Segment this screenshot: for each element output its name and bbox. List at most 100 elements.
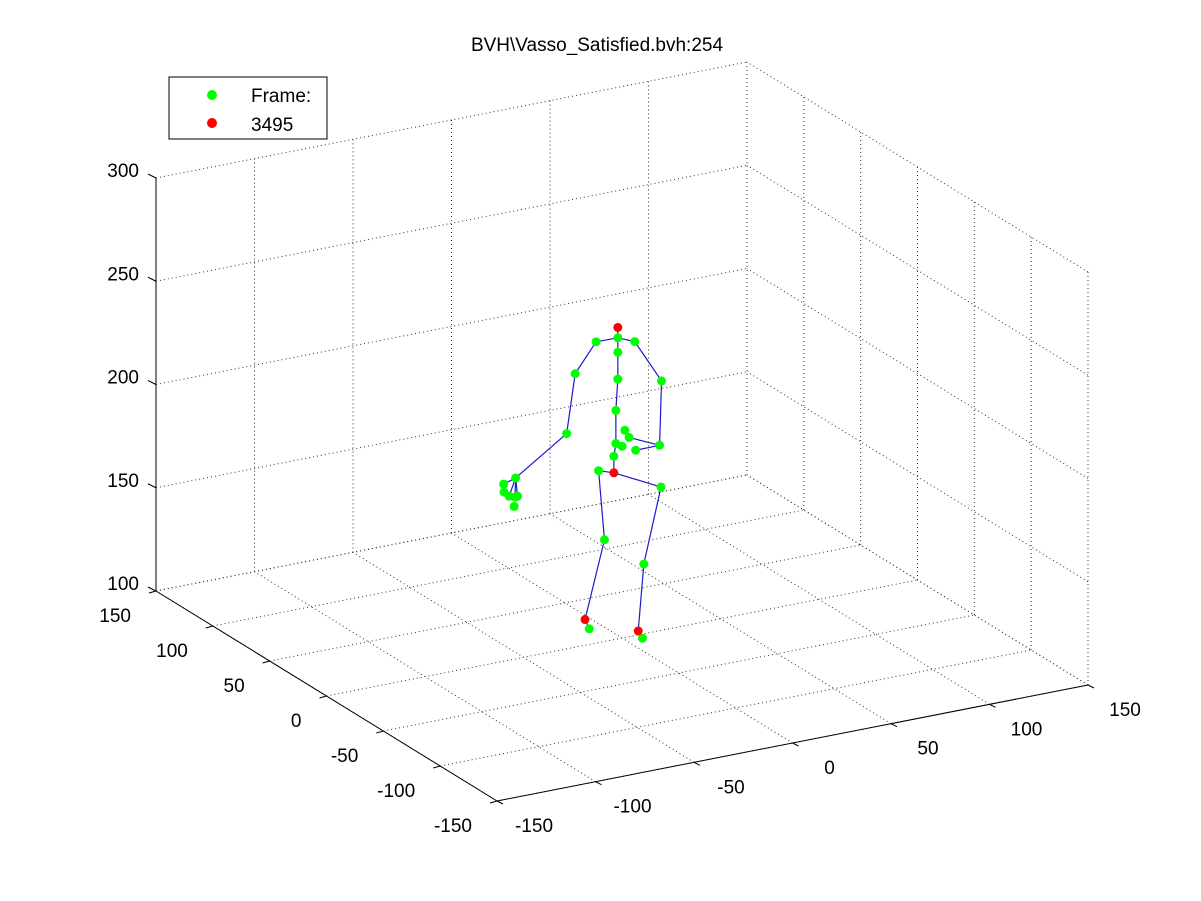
joint-point (655, 440, 665, 450)
grid-line-floor-x (549, 513, 892, 725)
axes (147, 173, 1095, 805)
y-tick-mark (148, 590, 157, 594)
joint-point (509, 501, 519, 511)
end-site-point (580, 615, 590, 625)
joint-point (656, 482, 666, 492)
skeleton-bone (634, 341, 663, 382)
z-tick-label: 300 (107, 161, 139, 182)
joint-point (630, 337, 640, 347)
x-tick-label: 50 (917, 739, 938, 760)
grid-line-floor-y (269, 544, 861, 662)
grid-line-side-z (746, 268, 1089, 479)
skeleton-bone (613, 472, 662, 488)
y-tick-label: 100 (156, 641, 188, 662)
z-tick-mark (147, 483, 157, 489)
joint-point (624, 432, 634, 442)
joint-point (591, 337, 601, 347)
chart-title: BVH\Vasso_Satisfied.bvh:254 (471, 35, 724, 56)
z-tick-label: 100 (107, 574, 139, 595)
joint-point (594, 466, 604, 476)
x-tick-mark (1087, 684, 1095, 689)
grid-line-back-z (155, 268, 748, 385)
legend-label-frame: Frame: (251, 86, 311, 107)
grid-line-back-z (155, 164, 748, 282)
y-tick-label: -50 (331, 746, 358, 767)
y-tick-label: -150 (434, 816, 472, 837)
joint-point (609, 451, 619, 461)
skeleton-bone (628, 436, 660, 446)
legend-marker-frame (207, 90, 217, 100)
joint-point (639, 559, 649, 569)
x-tick-mark (693, 761, 701, 766)
legend: Frame: 3495 (168, 76, 328, 140)
skeleton-bone (615, 379, 619, 411)
y-tick-mark (433, 765, 441, 769)
joint-point (510, 492, 520, 502)
x-tick-label: -50 (717, 777, 744, 798)
joint-point (599, 535, 609, 545)
joint-point (499, 487, 509, 497)
z-tick-label: 150 (107, 471, 139, 492)
y-tick-label: -100 (377, 781, 415, 802)
skeleton-bone (566, 373, 576, 434)
end-site-point (613, 322, 623, 332)
x-tick-label: -150 (515, 816, 553, 837)
grid-line-back-z (155, 61, 748, 179)
joint-point (611, 405, 621, 415)
skeleton-bone (643, 486, 662, 565)
y-tick-label: 150 (99, 606, 131, 627)
legend-marker-3495 (207, 118, 217, 128)
skeleton-joints (499, 322, 667, 643)
joint-point (562, 429, 572, 439)
z-tick-mark (147, 380, 157, 385)
z-tick-mark (147, 173, 157, 179)
grid-line-back-z (155, 371, 748, 489)
joint-point (570, 369, 580, 379)
grid-line-floor-y (212, 509, 804, 627)
grid-line-side-z (746, 371, 1089, 583)
grid-line-floor-x (451, 532, 793, 744)
x-tick-label: 0 (824, 758, 835, 779)
skeleton-bone (637, 563, 645, 632)
legend-label-3495: 3495 (251, 115, 293, 136)
x-tick-mark (890, 723, 898, 728)
grid-line-floor-y (326, 579, 918, 697)
grid-line-floor-y (440, 649, 1032, 767)
joint-point (631, 445, 641, 455)
skeleton-bone (515, 433, 568, 479)
joint-point (617, 441, 627, 451)
z-tick-mark (147, 276, 157, 282)
legend-box (168, 76, 328, 140)
y-tick-label: 0 (291, 711, 302, 732)
joint-point (637, 633, 647, 643)
y-tick-mark (489, 800, 498, 804)
x-tick-mark (989, 703, 996, 708)
y-tick-mark (205, 625, 213, 629)
skeleton-bone (597, 470, 606, 540)
joint-point (620, 425, 630, 435)
grid-line-side-z (746, 164, 1089, 376)
x-tick-mark (595, 781, 602, 786)
end-site-point (633, 626, 643, 636)
skeleton-bone (584, 539, 606, 620)
y-tick-label: 50 (224, 676, 245, 697)
z-tick-mark (147, 586, 157, 592)
joint-point (511, 473, 521, 483)
x-tick-label: 100 (1011, 719, 1043, 740)
y-tick-mark (319, 695, 327, 699)
z-tick-label: 200 (107, 368, 139, 389)
joint-point (613, 333, 623, 343)
end-site-point (609, 468, 619, 478)
joint-point (613, 374, 623, 384)
grid-line-side-z (746, 61, 1089, 273)
grid-line-back-z (155, 474, 748, 592)
grid-line-floor-y (383, 614, 975, 732)
skeleton-bone (658, 380, 663, 446)
grid-line-floor-x (648, 493, 990, 705)
joint-point (613, 347, 623, 357)
x-tick-mark (792, 742, 799, 747)
z-tick-label: 250 (107, 264, 139, 285)
grid-line-side-z (746, 474, 1089, 686)
